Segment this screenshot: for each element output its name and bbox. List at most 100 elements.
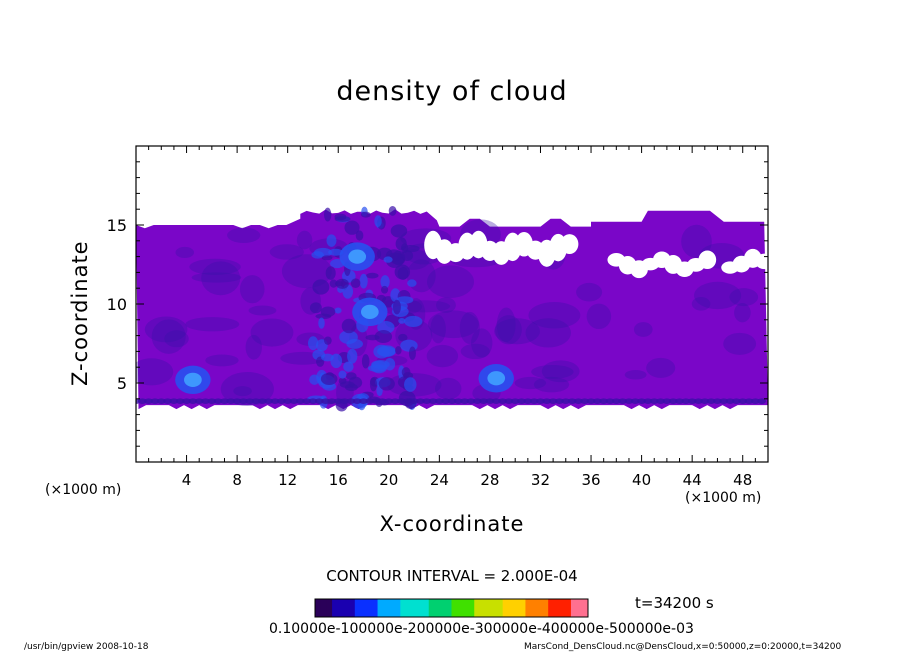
colorbar-cell — [485, 599, 492, 617]
cloud-texture — [576, 282, 603, 302]
colorbar-cell — [428, 599, 435, 617]
cloud-texture — [427, 310, 479, 339]
colorbar-cell — [400, 599, 407, 617]
colorbar-cell — [315, 599, 322, 617]
column-speckle — [407, 279, 417, 287]
column-speckle — [346, 339, 363, 349]
colorbar-cell — [479, 599, 487, 617]
colorbar-cell — [570, 599, 578, 617]
cloud-base-stripe — [378, 398, 387, 405]
colorbar-cell — [337, 599, 344, 617]
cloud-texture — [220, 371, 274, 406]
cloud-texture — [624, 370, 647, 380]
cloud-base-stripe — [744, 398, 754, 405]
column-speckle — [312, 279, 330, 295]
cloud-base-stripe — [289, 398, 299, 405]
x-tick-label: 44 — [683, 471, 702, 489]
cloud-base-stripe — [731, 398, 741, 405]
column-speckle — [385, 252, 404, 268]
cloud-texture — [531, 365, 574, 379]
cloud-base-stripe — [561, 398, 571, 405]
column-speckle — [359, 273, 368, 289]
cloud-base-stripe — [750, 398, 760, 405]
column-speckle — [383, 256, 393, 263]
contour-interval-label: CONTOUR INTERVAL = 2.000E-04 — [326, 567, 578, 585]
y-tick-label: 5 — [117, 374, 127, 393]
colorbar-cell — [360, 599, 367, 617]
y-tick-label: 10 — [107, 295, 127, 314]
cloud-texture — [205, 354, 239, 367]
cloud-base-stripe — [194, 398, 204, 405]
cloud-base-stripe — [630, 398, 640, 405]
cloud-base-stripe — [706, 398, 716, 405]
x-tick-label: 8 — [232, 471, 242, 489]
column-speckle — [371, 360, 390, 369]
column-speckle — [338, 370, 347, 379]
colorbar-cell — [553, 599, 561, 617]
cloud-base-stripe — [163, 398, 173, 405]
cloud-gap — [698, 250, 717, 270]
colorbar-cell — [519, 599, 526, 617]
cloud-base-stripe — [352, 398, 362, 405]
cloud-base-stripe — [365, 398, 375, 405]
colorbar-cell — [474, 599, 481, 617]
cloud-gap — [755, 253, 768, 270]
cloud-base-stripe — [479, 398, 489, 405]
colorbar-cell — [514, 599, 521, 617]
column-speckle — [325, 266, 336, 280]
column-speckle — [343, 361, 354, 372]
cloud-texture — [398, 300, 451, 313]
cloud-base-stripe — [245, 398, 255, 405]
cloud-texture — [541, 360, 580, 383]
colorbar-cell — [371, 599, 379, 617]
cloud-texture — [586, 303, 612, 330]
cloud-base-stripe — [257, 398, 267, 405]
column-speckle — [350, 278, 361, 289]
colorbar-cell — [576, 599, 583, 617]
column-speckle — [394, 264, 411, 280]
column-speckle — [311, 251, 324, 259]
column-speckle — [398, 317, 406, 324]
cloud-base-stripe — [611, 398, 621, 405]
column-speckle — [347, 348, 358, 364]
colorbar-cell — [406, 599, 413, 617]
cloud-texture — [633, 322, 653, 337]
cloud-base-stripe — [169, 398, 179, 405]
colorbar-cell — [320, 599, 327, 617]
colorbar-cell — [536, 599, 543, 617]
cloud-texture — [191, 272, 242, 283]
x-tick-label: 12 — [278, 471, 297, 489]
colorbar-cell — [417, 599, 424, 617]
cloud-base-stripe — [428, 398, 438, 405]
cloud-base-stripe — [485, 398, 495, 405]
colorbar-cell — [423, 599, 430, 617]
cloud-base-stripe — [656, 398, 665, 405]
cloud-base-stripe — [618, 398, 628, 405]
cloud-base-stripe — [220, 398, 229, 405]
cloud-texture — [201, 261, 241, 296]
column-speckle — [309, 302, 322, 314]
column-speckle — [321, 255, 333, 261]
column-speckle — [334, 307, 342, 314]
cloud-texture — [729, 288, 759, 307]
dense-spot-core — [360, 304, 379, 320]
cloud-texture — [164, 330, 189, 348]
cloud-texture — [430, 314, 446, 344]
cloud-texture — [471, 328, 493, 358]
cloud-texture — [533, 376, 570, 393]
cloud-base-stripe — [498, 398, 507, 405]
cloud-gap — [560, 234, 579, 255]
cloud-base-stripe — [592, 398, 602, 405]
footer-program-date: /usr/bin/gpview 2008-10-18 — [24, 642, 149, 652]
cloud-base-stripe — [403, 398, 413, 405]
column-speckle — [355, 230, 364, 241]
column-speckle — [396, 296, 414, 304]
colorbar-cell — [508, 599, 515, 617]
cloud-texture — [436, 297, 456, 313]
cloud-base-stripe — [390, 398, 400, 405]
cloud-base-stripe — [662, 398, 672, 405]
footer-source: MarsCond_DensCloud.nc@DensCloud,x=0:5000… — [524, 642, 842, 652]
cloud-texture — [525, 318, 572, 348]
cloud-base-stripe — [327, 398, 337, 405]
cloud-base-stripe — [694, 398, 703, 405]
